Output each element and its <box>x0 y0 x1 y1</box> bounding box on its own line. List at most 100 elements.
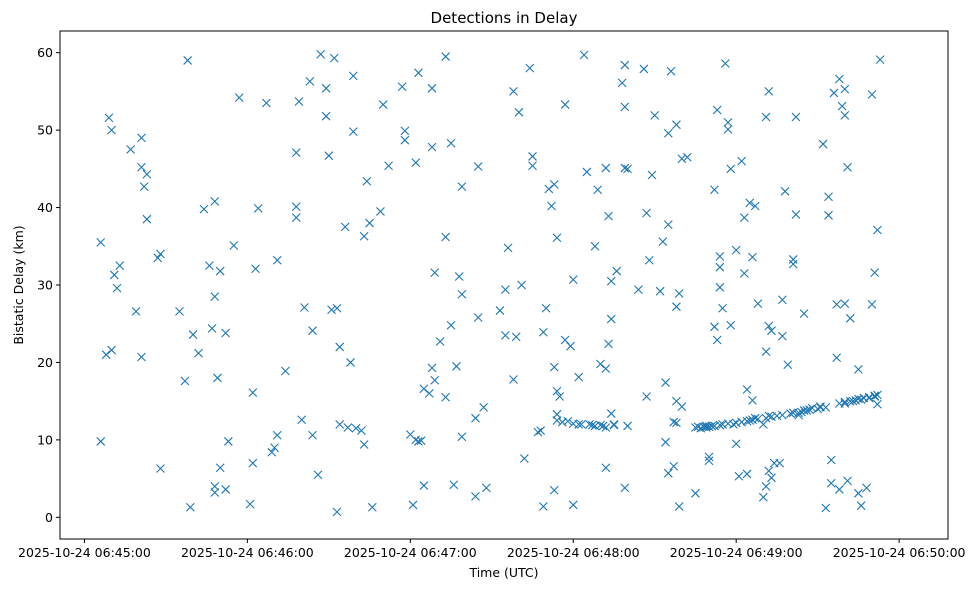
data-point <box>500 330 510 340</box>
data-point <box>845 313 855 323</box>
data-point <box>457 182 467 192</box>
data-point <box>272 430 282 440</box>
points-layer <box>96 49 885 517</box>
data-point <box>332 303 342 313</box>
data-point <box>726 164 736 174</box>
data-point <box>767 326 776 336</box>
data-point <box>419 384 429 394</box>
x-tick-label: 2025-10-24 06:50:00 <box>833 545 966 560</box>
data-point <box>430 268 440 277</box>
data-point <box>734 471 744 481</box>
data-point <box>840 84 850 94</box>
data-point <box>655 286 665 296</box>
data-point <box>606 276 616 286</box>
data-point <box>650 111 660 120</box>
data-point <box>449 480 459 490</box>
y-tick-label: 0 <box>45 510 53 525</box>
data-point <box>555 392 565 401</box>
data-point <box>479 402 489 412</box>
data-point <box>707 421 717 431</box>
data-point <box>658 237 668 247</box>
data-point <box>327 305 336 315</box>
data-point <box>764 411 774 421</box>
data-point <box>742 416 752 426</box>
data-point <box>457 432 467 442</box>
data-point <box>691 488 700 498</box>
x-tick-label: 2025-10-24 06:47:00 <box>344 545 477 560</box>
data-point <box>427 142 437 152</box>
data-point <box>297 415 307 425</box>
data-point <box>549 485 559 495</box>
data-point <box>313 470 323 480</box>
data-point <box>229 241 239 250</box>
data-point <box>623 421 632 431</box>
data-point <box>843 162 852 172</box>
data-point <box>726 320 736 330</box>
data-point <box>720 59 730 68</box>
data-point <box>533 427 543 437</box>
data-point <box>538 502 548 511</box>
data-point <box>321 83 331 93</box>
chart-title: Detections in Delay <box>431 9 578 27</box>
data-point <box>210 481 220 491</box>
data-point <box>745 198 755 208</box>
data-point <box>137 352 146 362</box>
data-point <box>294 97 304 106</box>
data-point <box>870 268 880 277</box>
data-point <box>672 418 681 428</box>
data-point <box>639 64 649 74</box>
x-tick-label: 2025-10-24 06:46:00 <box>181 545 314 560</box>
data-point <box>593 185 603 195</box>
data-point <box>348 127 358 137</box>
data-point <box>362 176 372 186</box>
data-point <box>435 337 445 346</box>
data-point <box>672 120 681 130</box>
data-point <box>623 164 632 174</box>
data-point <box>365 218 374 228</box>
data-point <box>253 203 263 213</box>
data-point <box>500 285 510 295</box>
data-point <box>503 243 513 253</box>
data-point <box>840 299 850 308</box>
data-point <box>305 76 315 86</box>
data-point <box>291 213 301 223</box>
data-point <box>704 456 714 466</box>
y-tick-label: 60 <box>37 45 53 60</box>
data-point <box>840 111 850 120</box>
data-point <box>742 385 752 394</box>
data-point <box>674 502 684 511</box>
data-point <box>758 492 768 502</box>
data-point <box>767 473 776 483</box>
data-point <box>340 222 350 232</box>
data-point <box>867 299 877 309</box>
data-point <box>737 156 747 166</box>
data-point <box>441 232 451 242</box>
data-point <box>563 416 573 426</box>
data-point <box>677 154 687 164</box>
data-point <box>400 135 410 145</box>
data-point <box>764 321 774 331</box>
data-point <box>634 285 643 295</box>
data-point <box>552 386 562 396</box>
data-point <box>126 145 135 154</box>
data-point <box>175 306 184 316</box>
data-point <box>357 426 366 435</box>
data-point <box>552 416 562 425</box>
data-point <box>826 478 836 488</box>
y-tick-label: 30 <box>37 278 53 293</box>
data-point <box>856 395 866 404</box>
data-point <box>620 102 630 112</box>
y-axis: 0 10 20 30 40 50 60 <box>37 45 60 525</box>
data-point <box>805 405 814 415</box>
data-point <box>609 420 619 430</box>
data-point <box>427 83 437 93</box>
data-point <box>862 483 871 493</box>
data-point <box>873 225 882 235</box>
data-point <box>329 53 339 63</box>
data-point <box>248 458 258 468</box>
data-point <box>856 501 866 511</box>
data-point <box>753 299 763 308</box>
data-point <box>509 87 518 96</box>
